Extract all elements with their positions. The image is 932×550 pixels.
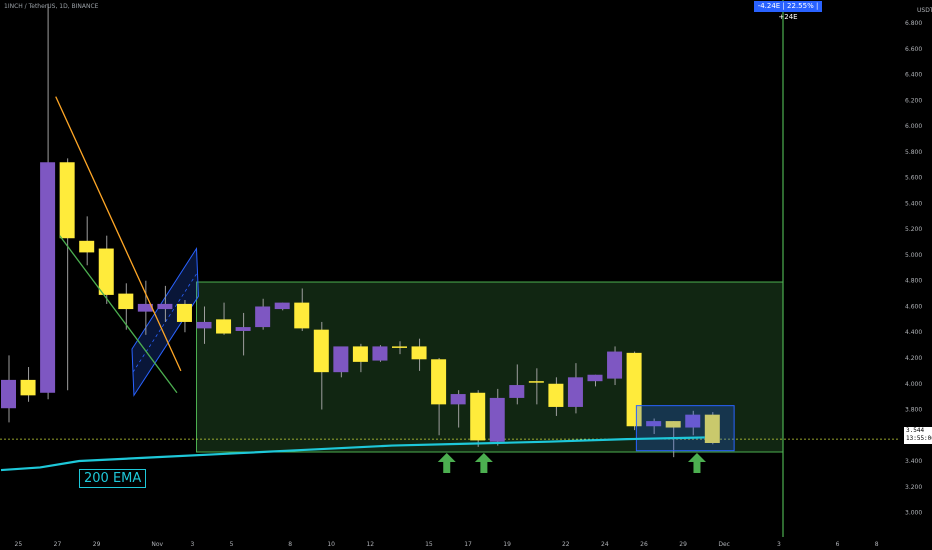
x-tick-label: 19 [503,541,511,548]
x-tick-label: 29 [679,541,687,548]
candle-body [431,359,447,405]
candle-body [98,248,114,295]
x-tick-label: 12 [366,541,374,548]
candle-body [294,302,310,329]
candle-body [79,240,95,253]
y-tick-label: 4.400 [905,329,922,336]
candle-body [392,346,407,348]
candle-body [646,421,662,427]
candle-body [255,306,271,328]
y-unit-label: USDT [917,7,932,14]
x-tick-label: 29 [93,541,101,548]
y-tick-label: 4.600 [905,303,922,310]
x-tick-label: 8 [875,541,879,548]
y-tick-label: 6.600 [905,46,922,53]
candle-body [137,303,153,312]
y-tick-label: 4.200 [905,355,922,362]
y-tick-label: 3.000 [905,510,922,517]
consolidation-box [635,405,735,452]
candle-body [1,379,16,409]
y-tick-label: 5.600 [905,175,922,182]
y-tick-label: 4.000 [905,381,922,388]
x-tick-label: 22 [562,541,570,548]
x-tick-label: 3 [191,541,195,548]
current-price-value: 3.544 [906,427,925,434]
x-tick-label: 27 [54,541,62,548]
candle-body [607,351,623,379]
candle-body [333,346,349,373]
candle-body [274,302,290,310]
y-tick-label: 6.000 [905,123,922,130]
candle-body [59,162,75,239]
candle-body [313,329,329,373]
y-tick-label: 5.200 [905,226,922,233]
y-tick-label: 3.400 [905,458,922,465]
candle-body [40,162,56,393]
candle-body [470,392,486,441]
candle-body [235,327,251,331]
candle-body [176,303,192,322]
candle-body [528,381,544,383]
up-arrow-icon [687,453,706,473]
current-price-tag: 3.544 13:55:06 [904,427,932,444]
x-tick-label: 24 [601,541,609,548]
candle-body [372,346,388,361]
x-tick-label: 10 [327,541,335,548]
x-tick-label: 17 [464,541,472,548]
candle-body [489,397,505,442]
bar-countdown: 13:55:06 [906,435,932,442]
candle-body [20,379,36,396]
x-tick-label: 25 [15,541,23,548]
y-tick-label: 6.800 [905,20,922,27]
candle-body [352,346,368,362]
x-tick-label: 3 [777,541,781,548]
y-tick-label: 5.000 [905,252,922,259]
x-tick-label: 6 [836,541,840,548]
symbol-title: 1INCH / TetherUS, 1D, BINANCE [4,3,99,10]
candle-body [567,377,583,407]
ema-label: 200 EMA [79,469,147,488]
candle-body [411,346,427,360]
candle-body [157,303,173,310]
up-arrow-icon [474,453,493,473]
x-tick-label: 15 [425,541,433,548]
y-tick-label: 3.800 [905,407,922,414]
bull-flag-midline [132,272,198,373]
up-arrow-icon [437,453,456,473]
candle-body [685,414,701,428]
candle-body [216,319,232,334]
candle-body [704,414,720,443]
candle-body [548,383,564,407]
x-tick-label: 8 [288,541,292,548]
measure-badge: -4.24E | 22.55% | +24E [754,1,822,21]
x-tick-label: Nov [151,541,163,548]
y-tick-label: 5.400 [905,200,922,207]
candle-body [118,293,134,310]
y-tick-label: 6.200 [905,97,922,104]
candle-body [587,374,603,382]
candle-body [196,321,212,329]
candle-body [450,394,466,405]
lower-trendline [59,235,178,394]
ema-200-line [0,436,705,472]
x-tick-label: 26 [640,541,648,548]
y-tick-label: 3.200 [905,484,922,491]
x-tick-label: 5 [230,541,234,548]
candle-body [626,352,642,427]
y-tick-label: 5.800 [905,149,922,156]
y-tick-label: 6.400 [905,72,922,79]
candle-body [665,421,681,428]
upper-trendline [55,96,182,372]
x-tick-label: Dec [718,541,730,548]
y-tick-label: 4.800 [905,278,922,285]
candle-body [509,385,525,398]
